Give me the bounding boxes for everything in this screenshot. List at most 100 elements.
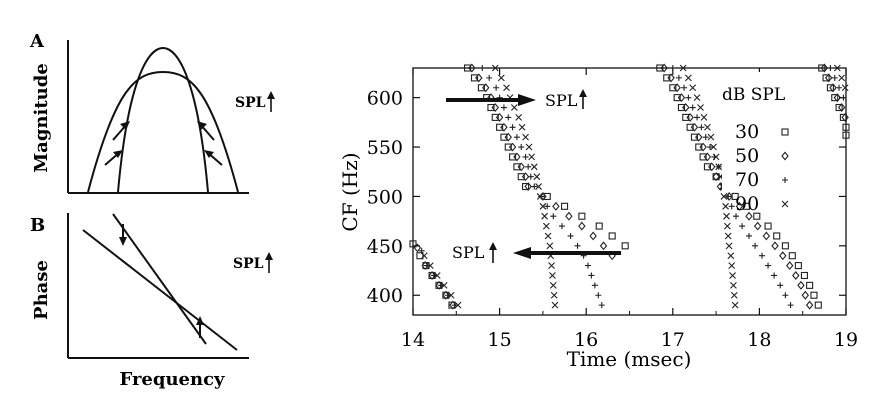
panel-b: B Phase SPL Frequency: [30, 213, 273, 390]
x-tick-label: 16: [574, 329, 598, 351]
legend-bg: [722, 72, 822, 192]
point-90db: [536, 193, 544, 200]
point-70db: [831, 74, 838, 81]
point-30db: [695, 143, 703, 151]
point-90db: [454, 301, 462, 309]
x-tick-label: 17: [661, 329, 685, 351]
steep-phase-line: [112, 213, 207, 345]
point-70db: [746, 232, 753, 239]
point-50db: [682, 103, 690, 112]
point-50db: [468, 63, 476, 73]
x-axis-label: Time (msec): [567, 347, 692, 371]
point-70db: [675, 74, 682, 81]
legend-marker-30: [781, 128, 789, 136]
x-ticks: 14 15 16 17 18 19: [401, 68, 858, 351]
point-70db: [509, 124, 516, 131]
point-70db: [782, 292, 789, 299]
point-90db: [725, 242, 733, 250]
point-90db: [549, 281, 557, 289]
point-70db: [765, 262, 772, 269]
point-70db: [733, 213, 740, 220]
point-50db: [841, 112, 849, 122]
point-90db: [727, 252, 735, 260]
point-70db: [685, 94, 692, 101]
panel-a-spl-label: SPL: [235, 95, 266, 111]
point-50db: [703, 152, 712, 162]
point-90db: [544, 232, 552, 240]
left-arrow-icon: [513, 247, 531, 259]
point-50db: [820, 63, 829, 73]
point-50db: [599, 241, 608, 251]
y-tick-label: 600: [367, 88, 403, 110]
arrowhead-icon: [120, 121, 130, 130]
legend-marker-90: [781, 200, 789, 208]
legend-label: 90: [735, 193, 759, 215]
point-70db: [728, 203, 735, 210]
point-90db: [710, 143, 717, 151]
point-90db: [729, 272, 736, 279]
point-30db: [595, 222, 603, 230]
point-30db: [656, 64, 664, 72]
point-70db: [479, 65, 486, 71]
point-30db: [416, 252, 424, 260]
point-50db: [785, 261, 794, 271]
point-70db: [771, 272, 778, 279]
point-30db: [742, 202, 750, 210]
legend-label: 50: [735, 145, 759, 167]
point-70db: [500, 104, 507, 111]
arrowhead-icon: [197, 121, 207, 130]
point-70db: [739, 223, 746, 230]
point-30db: [491, 113, 499, 121]
point-70db: [752, 242, 759, 249]
x-tick-label: 15: [488, 329, 512, 351]
point-50db: [792, 271, 800, 280]
point-30db: [699, 153, 707, 161]
broad-magnitude-curve: [87, 70, 239, 193]
point-30db: [753, 212, 761, 220]
point-30db: [794, 262, 802, 270]
point-90db: [546, 242, 554, 250]
point-70db: [694, 114, 701, 121]
point-70db: [567, 232, 574, 239]
point-30db: [560, 202, 569, 210]
point-90db: [433, 272, 441, 279]
point-90db: [704, 123, 711, 131]
point-90db: [723, 212, 730, 220]
point-90db: [712, 153, 720, 161]
legend-marker-50: [781, 151, 789, 161]
x-tick-label: 19: [834, 329, 858, 351]
point-50db: [521, 172, 530, 182]
point-70db: [531, 183, 538, 190]
point-50db: [708, 162, 716, 172]
point-30db: [826, 84, 834, 92]
point-90db: [722, 202, 730, 210]
point-50db: [565, 211, 573, 221]
point-50db: [578, 221, 586, 231]
point-30db: [487, 103, 495, 112]
point-50db: [686, 112, 694, 122]
point-90db: [491, 64, 499, 72]
x-tick-label: 18: [747, 329, 771, 351]
point-30db: [608, 232, 616, 240]
point-30db: [517, 173, 525, 181]
point-90db: [510, 104, 518, 111]
point-70db: [451, 302, 458, 309]
point-70db: [493, 84, 500, 91]
point-30db: [496, 123, 504, 131]
point-70db: [598, 302, 605, 309]
point-30db: [464, 64, 472, 72]
point-90db: [707, 133, 715, 141]
point-90db: [679, 64, 687, 72]
point-70db: [707, 144, 714, 151]
point-30db: [500, 133, 508, 141]
point-30db: [673, 94, 681, 102]
point-90db: [525, 143, 533, 151]
point-50db: [837, 103, 846, 112]
point-50db: [552, 201, 560, 211]
point-30db: [470, 74, 479, 82]
point-70db: [595, 292, 602, 299]
panel-b-xlabel: Frequency: [119, 369, 225, 390]
point-70db: [544, 203, 551, 210]
point-90db: [542, 222, 550, 230]
point-50db: [413, 243, 422, 253]
